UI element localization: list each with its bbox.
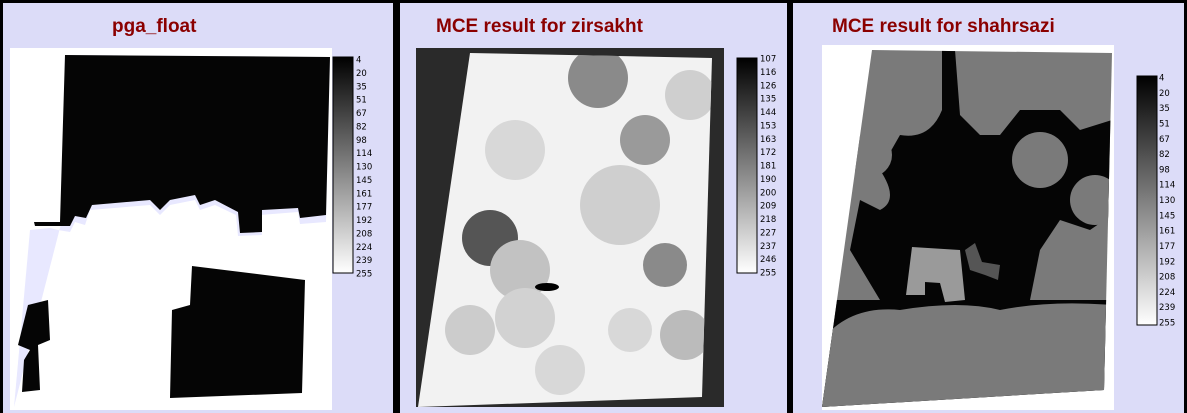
map-feature <box>445 305 495 355</box>
map-region <box>822 303 1112 407</box>
legend-label: 130 <box>1159 196 1175 206</box>
legend-label: 67 <box>356 109 367 119</box>
map-feature <box>495 288 555 348</box>
screenshot: pga_float 4 20 35 51 67 82 98 114 130 145 161 177 192… <box>0 0 1187 413</box>
legend-label: 35 <box>1159 104 1170 114</box>
legend-label: 239 <box>1159 303 1175 313</box>
legend-label: 208 <box>1159 273 1175 283</box>
legend-ramp <box>737 58 757 273</box>
map-feature <box>580 165 660 245</box>
legend-label: 255 <box>760 269 776 279</box>
map-feature <box>1012 132 1068 188</box>
legend-label: 51 <box>1159 119 1170 129</box>
legend-label: 227 <box>760 228 776 238</box>
legend-label: 209 <box>760 202 776 212</box>
map-1 <box>10 48 353 410</box>
legend-label: 98 <box>356 136 367 146</box>
map-feature <box>568 48 628 108</box>
legend-label: 145 <box>1159 211 1175 221</box>
map-feature <box>620 115 670 165</box>
legend-label: 107 <box>760 55 776 65</box>
legend-ramp <box>333 57 353 273</box>
legend-label: 181 <box>760 162 776 172</box>
legend-label: 237 <box>760 242 776 252</box>
legend-label: 161 <box>1159 227 1175 237</box>
map-feature <box>643 243 687 287</box>
page: {"panels": [ {"title": "pga_float", "leg… <box>0 0 1187 413</box>
legend-label: 239 <box>356 256 372 266</box>
legend-label: 172 <box>760 148 776 158</box>
legend-label: 161 <box>356 189 372 199</box>
legend-label: 192 <box>356 216 372 226</box>
map-3 <box>822 45 1157 410</box>
legend-label: 98 <box>1159 165 1170 175</box>
legend-label: 255 <box>356 270 372 280</box>
legend-label: 67 <box>1159 135 1170 145</box>
legend-label: 200 <box>760 188 776 198</box>
legend-label: 114 <box>1159 181 1175 191</box>
legend-label: 224 <box>1159 288 1175 298</box>
legend-label: 4 <box>1159 74 1164 84</box>
legend-label: 51 <box>356 96 367 106</box>
legend-label: 82 <box>356 122 367 132</box>
map-feature <box>665 70 715 120</box>
legend-label: 246 <box>760 255 776 265</box>
legend-label: 116 <box>760 68 776 78</box>
map-feature <box>535 345 585 395</box>
map-feature <box>535 283 559 291</box>
legend-label: 224 <box>356 243 372 253</box>
panel-title: MCE result for zirsakht <box>436 16 644 37</box>
map-feature <box>660 310 710 360</box>
legend-label: 177 <box>356 203 372 213</box>
legend-label: 153 <box>760 121 776 131</box>
legend-label: 218 <box>760 215 776 225</box>
panel-title: MCE result for shahrsazi <box>832 16 1055 37</box>
legend-label: 190 <box>760 175 776 185</box>
legend-label: 145 <box>356 176 372 186</box>
legend-label: 177 <box>1159 242 1175 252</box>
map-feature <box>485 120 545 180</box>
legend-label: 255 <box>1159 319 1175 329</box>
legend-label: 144 <box>760 108 776 118</box>
legend-label: 192 <box>1159 257 1175 267</box>
panel-title: pga_float <box>112 16 197 37</box>
legend-label: 163 <box>760 135 776 145</box>
legend-label: 126 <box>760 81 776 91</box>
legend-label: 130 <box>356 163 372 173</box>
legend-label: 20 <box>356 69 367 79</box>
legend-label: 135 <box>760 95 776 105</box>
legend-label: 82 <box>1159 150 1170 160</box>
legend-label: 208 <box>356 229 372 239</box>
map-2 <box>416 48 757 407</box>
legend-ramp <box>1137 76 1157 325</box>
legend-label: 4 <box>356 56 361 66</box>
map-feature <box>608 308 652 352</box>
legend-label: 114 <box>356 149 372 159</box>
legend-label: 35 <box>356 82 367 92</box>
legend-label: 20 <box>1159 89 1170 99</box>
